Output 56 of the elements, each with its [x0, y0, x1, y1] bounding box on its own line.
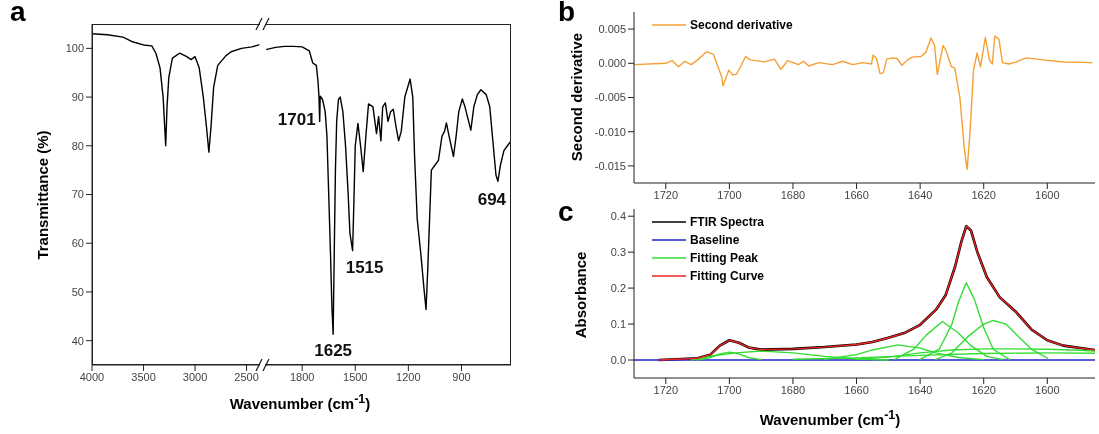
- x-tick-label: 2500: [234, 370, 259, 383]
- legend-label: FTIR Spectra: [690, 215, 765, 229]
- x-tick-label: 1640: [907, 188, 933, 201]
- x-tick-label: 1700: [717, 188, 742, 201]
- y-tick-label: 0.1: [610, 317, 626, 330]
- y-tick-label: 0.3: [610, 246, 626, 259]
- y-tick-label: 0.0: [610, 353, 626, 366]
- y-tick-label: -0.005: [594, 91, 626, 104]
- y-tick-label: 0.005: [598, 23, 626, 36]
- legend-label: Baseline: [690, 233, 740, 247]
- chart-title: a: [10, 0, 26, 28]
- x-tick-label: 900: [452, 370, 471, 383]
- annotation: 694: [477, 190, 507, 210]
- chart-title: c: [558, 196, 574, 228]
- chart-title: b: [558, 0, 576, 28]
- x-tick-label: 3000: [182, 370, 208, 383]
- legend-label: Second derivative: [690, 18, 793, 32]
- y-tick-label: 0.000: [598, 57, 626, 70]
- x-tick-label: 1660: [844, 188, 869, 201]
- y-axis-title: Absorbance: [571, 251, 589, 339]
- y-tick-label: 80: [71, 139, 84, 152]
- x-tick-label: 1700: [717, 383, 742, 396]
- legend-label: Fitting Peak: [690, 251, 759, 265]
- y-tick-label: 90: [71, 90, 84, 103]
- y-tick-label: 60: [71, 237, 84, 250]
- x-tick-label: 1680: [780, 188, 806, 201]
- y-tick-label: -0.010: [594, 125, 626, 138]
- x-tick-label: 1680: [780, 383, 806, 396]
- x-tick-label: 1720: [653, 188, 679, 201]
- y-tick-label: 100: [65, 42, 84, 55]
- x-tick-label: 1500: [343, 370, 368, 383]
- y-tick-label: -0.015: [594, 159, 626, 172]
- x-axis-title: Wavenumber (cm$^{-1}$): [229, 392, 371, 412]
- y-axis-title: Second derivative: [567, 32, 585, 162]
- x-tick-label: 1200: [396, 370, 421, 383]
- x-tick-label: 1600: [1035, 383, 1060, 396]
- x-tick-label: 3500: [131, 370, 156, 383]
- annotation: 1515: [345, 257, 384, 277]
- x-tick-label: 1600: [1035, 188, 1060, 201]
- x-axis-title: Wavenumber (cm$^{-1}$): [759, 408, 901, 428]
- x-tick-label: 4000: [79, 370, 105, 383]
- y-tick-label: 0.4: [610, 210, 626, 223]
- y-tick-label: 70: [71, 188, 84, 201]
- y-tick-label: 0.2: [610, 282, 626, 295]
- y-tick-label: 40: [71, 334, 84, 347]
- annotation: 1701: [277, 110, 316, 130]
- x-tick-label: 1660: [844, 383, 869, 396]
- y-axis-title: Transmittance (%): [33, 130, 51, 260]
- annotation: 1625: [314, 341, 353, 361]
- x-tick-label: 1800: [289, 370, 315, 383]
- legend-label: Fitting Curve: [690, 269, 764, 283]
- x-tick-label: 1620: [971, 383, 996, 396]
- x-tick-label: 1640: [907, 383, 933, 396]
- x-tick-label: 1620: [971, 188, 996, 201]
- y-tick-label: 50: [71, 285, 84, 298]
- x-tick-label: 1720: [653, 383, 679, 396]
